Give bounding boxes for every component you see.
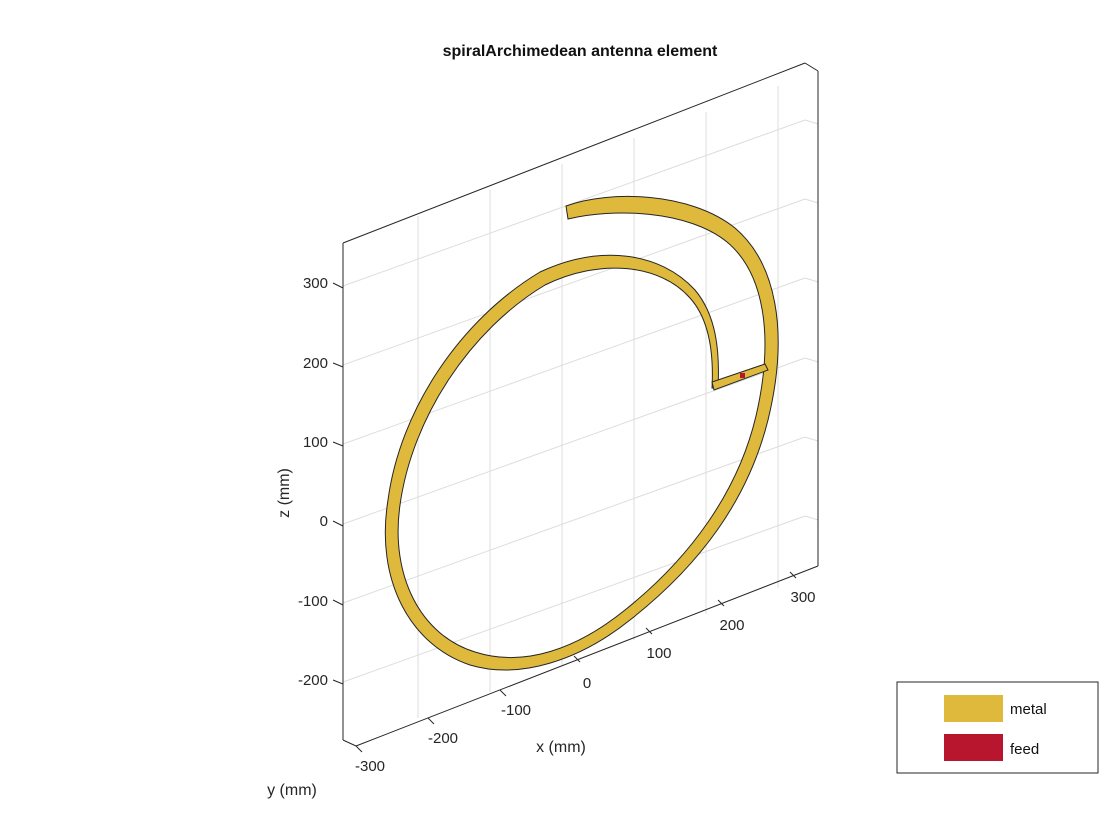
legend-feed-swatch <box>944 734 1003 761</box>
x-tick-label: 300 <box>790 589 815 606</box>
z-tick-label: 0 <box>320 513 328 530</box>
z-axis-label: z (mm) <box>276 468 293 518</box>
legend-feed-label: feed <box>1010 741 1039 758</box>
legend: metal feed <box>896 681 1099 774</box>
feed-marker <box>740 373 745 378</box>
z-axis-ticks: 300 200 100 0 -100 -200 <box>298 275 344 689</box>
z-tick-label: -100 <box>298 593 328 610</box>
x-tick-label: 200 <box>719 617 744 634</box>
spiral-metal-arm <box>384 195 779 671</box>
legend-metal-label: metal <box>1010 701 1047 718</box>
x-axis-label: x (mm) <box>536 739 586 756</box>
y-tick-label: -100 <box>501 702 531 719</box>
x-axis-ticks: 0 100 200 300 <box>573 571 816 692</box>
z-tick-label: 300 <box>303 275 328 292</box>
y-tick-label: -200 <box>428 730 458 747</box>
z-tick-label: -200 <box>298 672 328 689</box>
z-tick-label: 200 <box>303 355 328 372</box>
y-axis-ticks: -300 -200 -100 <box>355 689 531 775</box>
y-tick-label: -300 <box>355 758 385 775</box>
axes-box <box>342 62 819 747</box>
z-tick-label: 100 <box>303 434 328 451</box>
figure-title: spiralArchimedean antenna element <box>443 43 718 60</box>
x-tick-label: 100 <box>646 645 671 662</box>
x-tick-label: 0 <box>583 675 591 692</box>
y-axis-label: y (mm) <box>267 782 317 799</box>
legend-metal-swatch <box>944 695 1003 722</box>
